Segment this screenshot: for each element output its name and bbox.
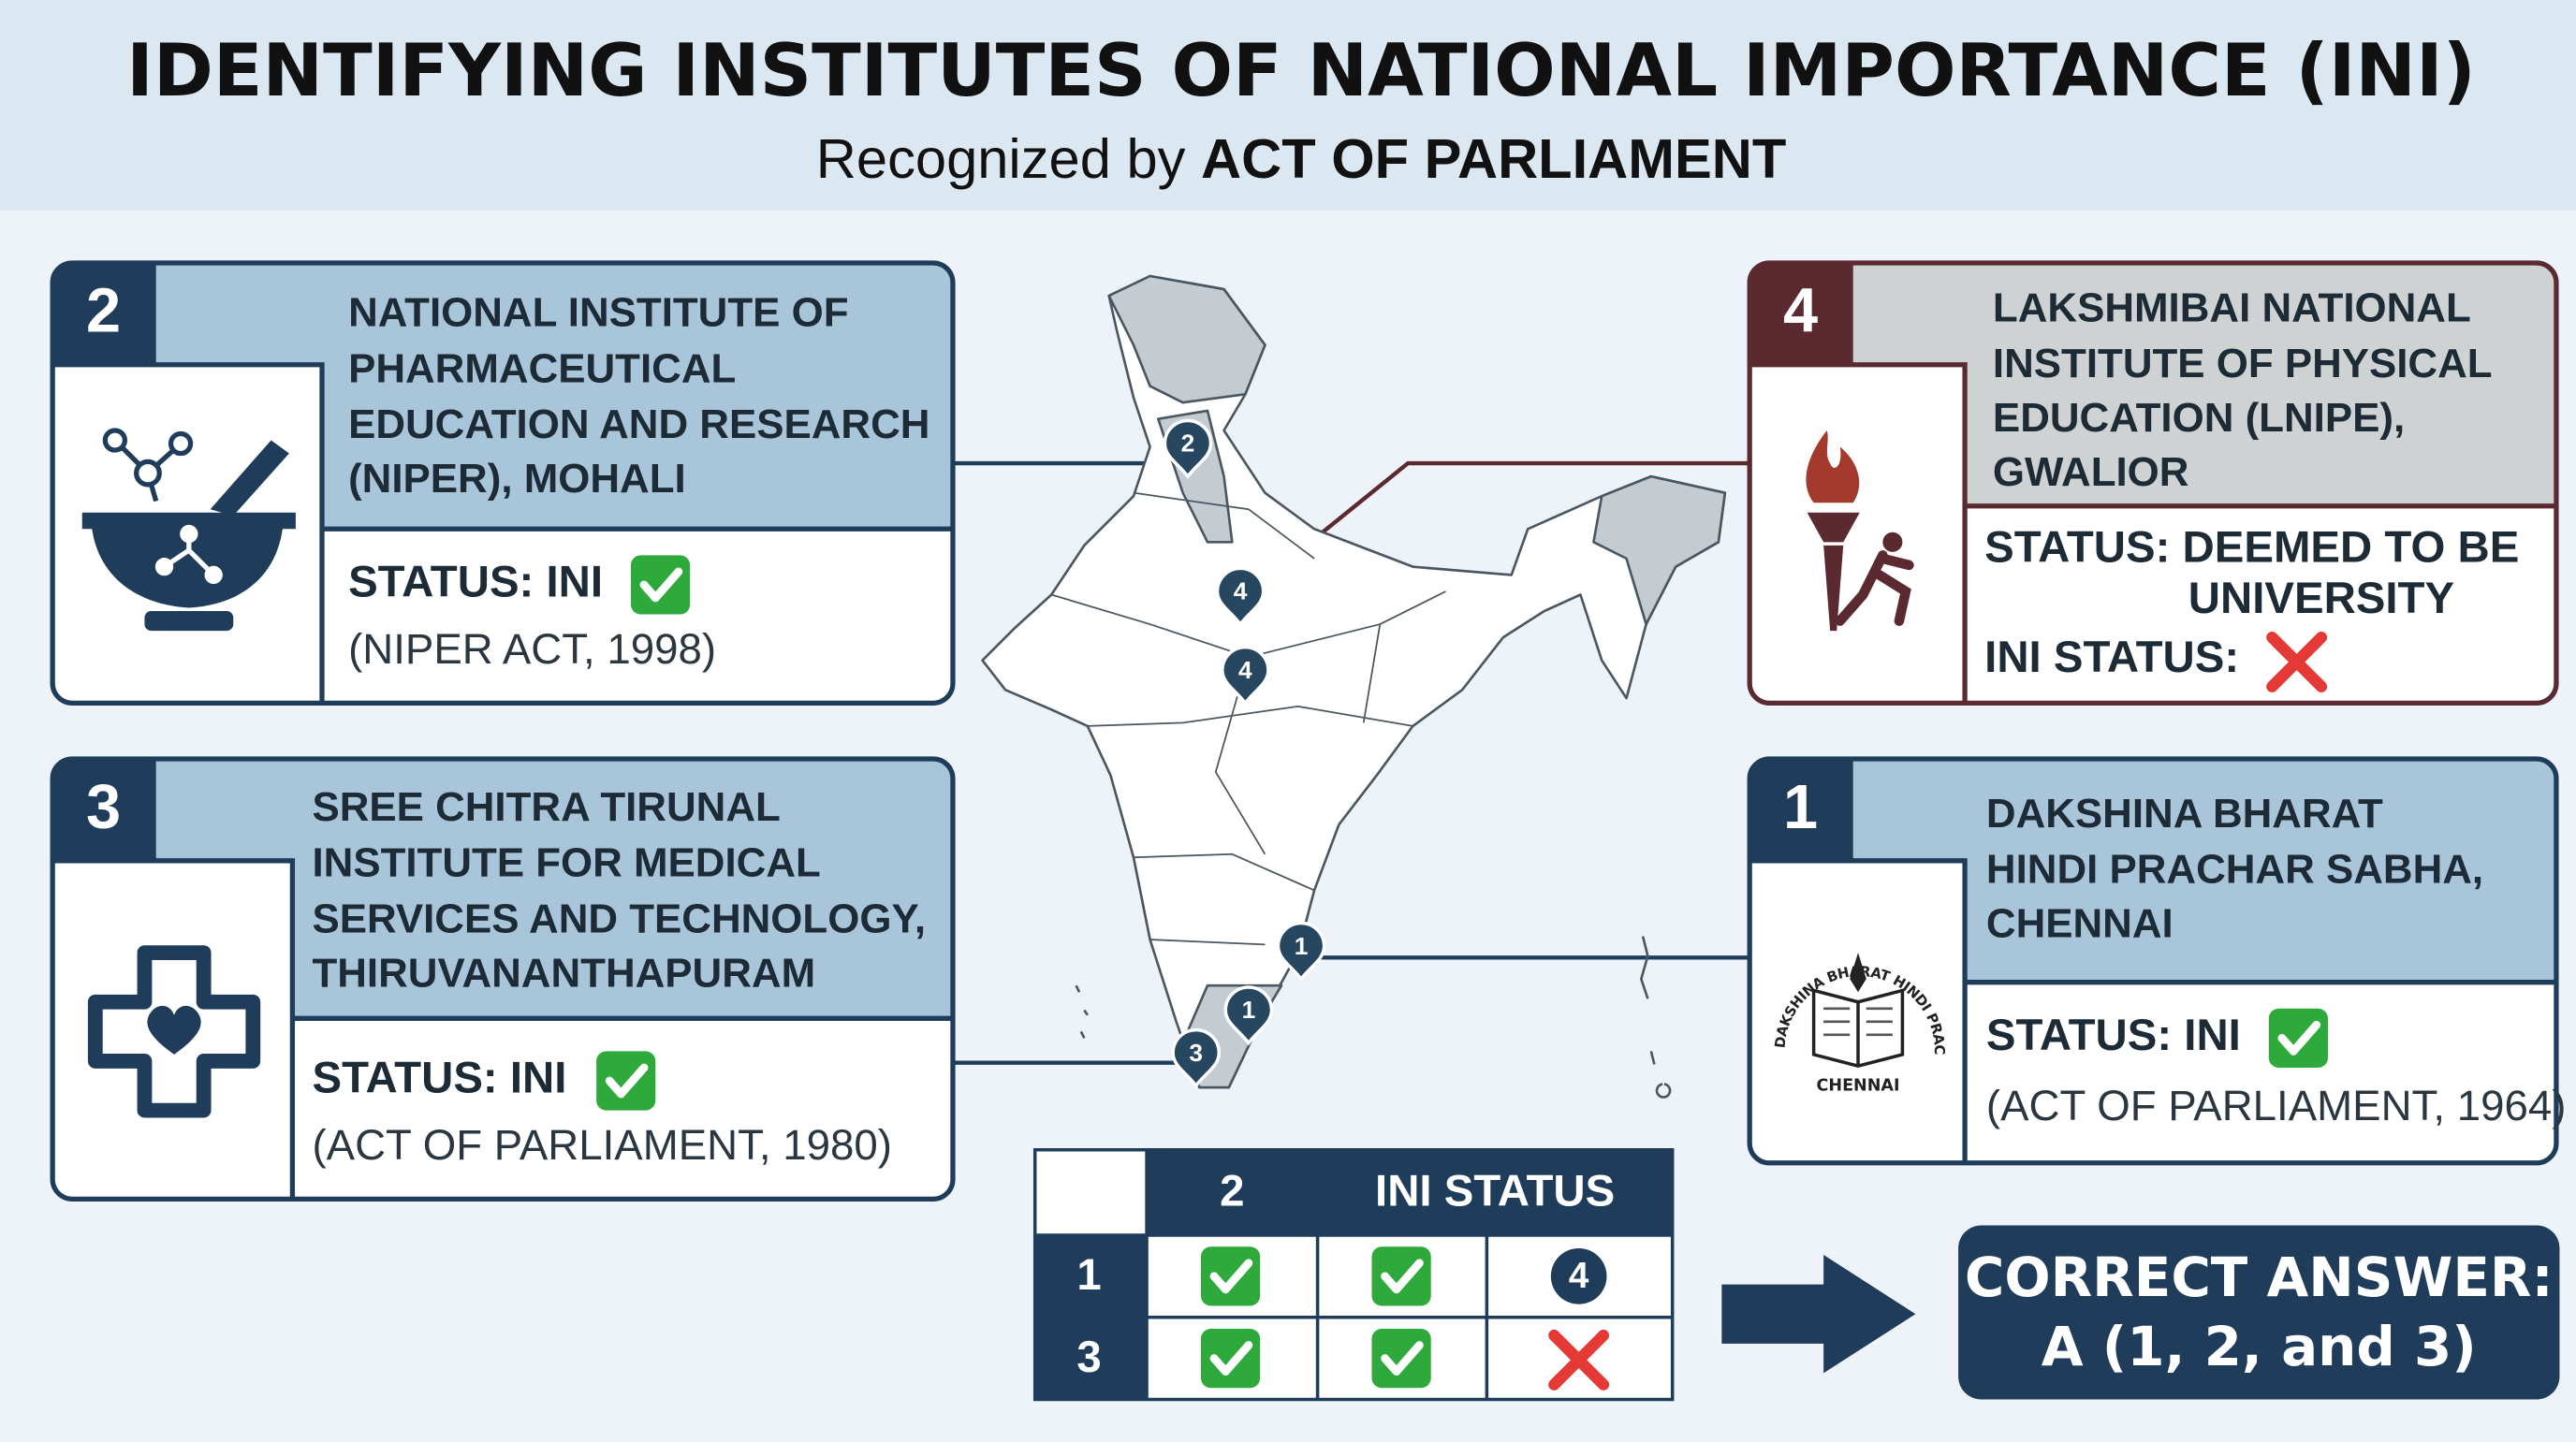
card-name: PHARMACEUTICAL (348, 345, 736, 391)
card-border (50, 756, 956, 1202)
map-pin: 4 (1221, 645, 1270, 706)
table-header-cell: INI STATUS (1375, 1167, 1615, 1216)
card-name: EDUCATION AND RESEARCH (348, 401, 929, 447)
seal-text: CHENNAI (1817, 1076, 1900, 1095)
region (1107, 274, 1266, 404)
check-icon (596, 1051, 655, 1110)
card-name: CHENNAI (1986, 901, 2174, 947)
card-title-area (1852, 759, 2556, 983)
pin-label: 2 (1181, 430, 1195, 458)
title: IDENTIFYING INSTITUTES OF NATIONAL IMPOR… (126, 29, 2476, 113)
table-corner (1034, 1149, 1148, 1235)
card-title-area (155, 262, 953, 530)
card-number: 3 (86, 773, 121, 842)
map-pin: 3 (1171, 1027, 1222, 1088)
card: 4 LAKSHMIBAI NATIONAL INSTITUTE OF PHYSI… (1747, 260, 2559, 706)
medical-cross-icon (87, 945, 261, 1118)
card-number: 1 (1783, 773, 1818, 842)
card-tab (52, 262, 156, 365)
card-name: HINDI PRACHAR SABHA, (1986, 847, 2483, 893)
pin-label: 4 (1234, 577, 1248, 605)
marker-label: 4 (1569, 1256, 1589, 1296)
card-divider (1749, 362, 2556, 704)
answer-box (1958, 1225, 2560, 1400)
card-name: INSTITUTE OF PHYSICAL (1993, 341, 2493, 386)
card-note: (NIPER ACT, 1998) (348, 625, 716, 673)
card-name: (NIPER), MOHALI (348, 456, 686, 502)
card-tab (1749, 262, 1853, 365)
pin-label: 1 (1242, 996, 1256, 1024)
table-row-label: 3 (1076, 1333, 1101, 1382)
card-divider (1749, 858, 2556, 1163)
region (1592, 474, 1727, 626)
check-icon (1372, 1329, 1431, 1388)
card-name: DAKSHINA BHARAT (1986, 791, 2383, 837)
india-map (981, 274, 1727, 1099)
card: 2 NATIONAL INSTITUTE OF PHARMACEUTICAL E… (50, 260, 956, 706)
card-status: STATUS: INI (348, 557, 603, 606)
card-border (1747, 756, 2559, 1166)
card-name: SERVICES AND TECHNOLOGY, (312, 896, 926, 941)
map-pin: 1 (1276, 921, 1326, 981)
marker-badge (1550, 1248, 1607, 1304)
card-name: LAKSHMIBAI NATIONAL (1993, 284, 2471, 330)
card-name: SREE CHITRA TIRUNAL (312, 784, 780, 830)
card-tab (1749, 759, 1853, 861)
card-name: THIRUVANANTHAPURAM (312, 950, 815, 996)
card-status: STATUS: INI (1986, 1011, 2241, 1060)
answer-text: CORRECT ANSWER: (1965, 1245, 2554, 1309)
card-title-area (155, 759, 953, 1019)
card-name: GWALIOR (1993, 449, 2189, 495)
card-number: 4 (1783, 277, 1818, 346)
card-border (50, 260, 956, 706)
subtitle: Recognized by ACT OF PARLIAMENT (816, 127, 1786, 190)
answer-table: 2 INI STATUS 1 3 4 (1032, 1147, 1675, 1402)
pin-label: 4 (1238, 656, 1252, 684)
card-number: 2 (86, 277, 121, 346)
map-pin: 1 (1223, 985, 1274, 1045)
torch-icon (1806, 430, 1914, 632)
card-status: STATUS: INI (312, 1054, 566, 1103)
islands (1075, 936, 1672, 1099)
card-note: (ACT OF PARLIAMENT, 1980) (312, 1121, 891, 1169)
check-icon (631, 555, 690, 614)
check-icon (1372, 1246, 1431, 1305)
card-name: EDUCATION (LNIPE), (1993, 395, 2405, 441)
map-pins: 2 4 4 1 1 3 (1163, 418, 1326, 1088)
table-header-cell: 2 (1220, 1167, 1244, 1216)
card-status: STATUS: DEEMED TO BE (1984, 523, 2519, 573)
card-title-area (1852, 262, 2556, 506)
table-row-label: 1 (1076, 1250, 1101, 1300)
card-status: INI STATUS: (1984, 633, 2239, 682)
map-pin: 2 (1163, 418, 1213, 478)
subtitle-text: Recognized by (816, 127, 1186, 190)
table-header (1147, 1149, 1673, 1235)
card-divider (52, 362, 953, 704)
pin-label: 3 (1189, 1039, 1203, 1067)
subtitle-emphasis: ACT OF PARLIAMENT (1201, 127, 1786, 190)
card: 3 SREE CHITRA TIRUNAL INSTITUTE FOR MEDI… (50, 756, 956, 1202)
card-divider (52, 858, 953, 1200)
answer-text: A (1, 2, and 3) (2042, 1315, 2477, 1378)
card-tab (52, 759, 156, 861)
check-icon (2269, 1009, 2328, 1068)
card-name: NATIONAL INSTITUTE OF (348, 290, 848, 336)
check-icon (1201, 1246, 1260, 1305)
card-name: INSTITUTE FOR MEDICAL (312, 840, 820, 886)
card-status: UNIVERSITY (2188, 574, 2454, 623)
table-grid (1032, 1147, 1675, 1402)
mortar-icon (81, 428, 296, 632)
check-icon (1201, 1329, 1260, 1388)
header-band (0, 0, 2576, 211)
pin-label: 1 (1295, 932, 1309, 960)
card-border (1747, 260, 2559, 706)
map-pin: 4 (1215, 566, 1266, 626)
card-note: (ACT OF PARLIAMENT, 1964) (1986, 1082, 2566, 1129)
